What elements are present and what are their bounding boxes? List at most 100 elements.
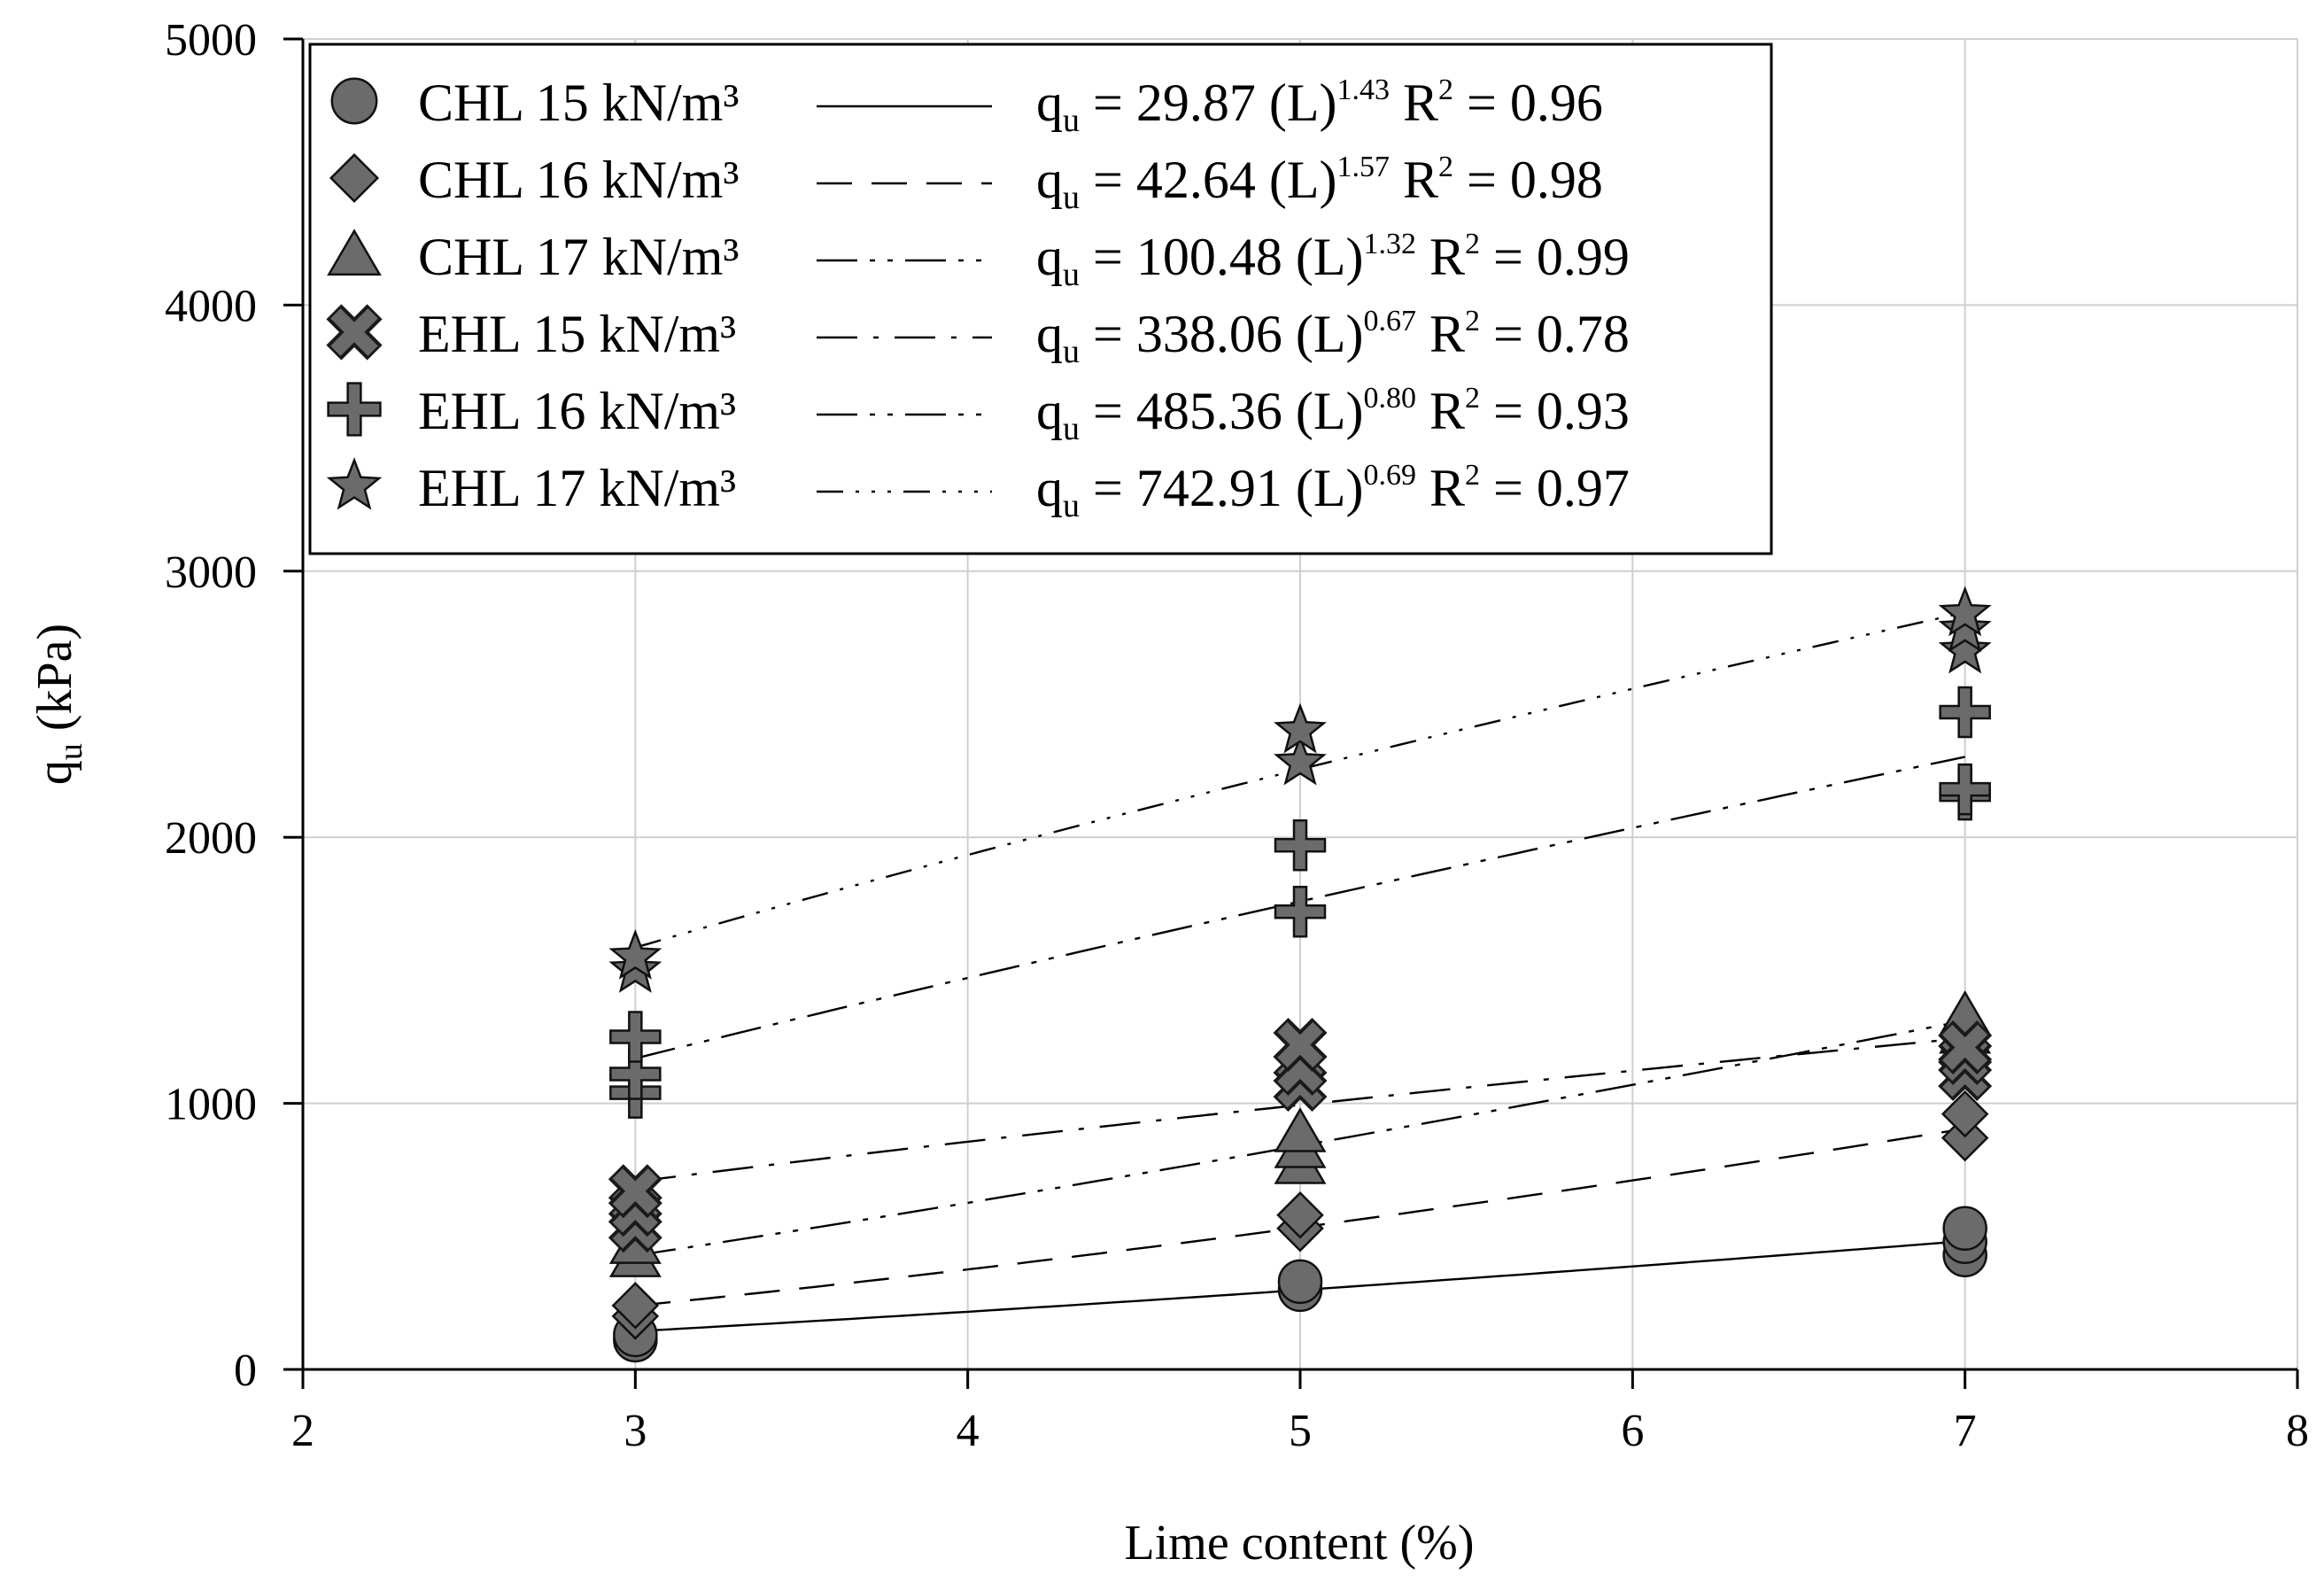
data-point-series-6 (1938, 601, 1992, 653)
legend-marker (330, 77, 378, 125)
x-marker-fill (1942, 1024, 1988, 1071)
data-point-series-5 (1274, 886, 1327, 938)
y-axis-title-sub: u (52, 743, 89, 760)
equation-sub: u (1063, 102, 1080, 139)
data-points (608, 586, 1993, 1363)
equation-var: q (1036, 228, 1063, 286)
y-axis-title-var: q (27, 760, 82, 785)
equation-coef: = 42.64 (L) (1080, 151, 1336, 209)
equation-sub: u (1063, 410, 1080, 447)
data-point-series-5 (609, 1011, 662, 1063)
data-point-series-6 (1938, 586, 1992, 637)
equation-r-label: R (1390, 74, 1438, 132)
x-tick-label: 8 (2286, 1406, 2309, 1456)
fit-line-series-6 (634, 611, 1965, 949)
legend-marker (326, 304, 383, 361)
legend-series-name: EHL 15 kN/m³ (418, 305, 736, 363)
data-point-series-5 (1939, 763, 1991, 816)
fit-line-series-4 (635, 1036, 1965, 1183)
data-point-series-6 (1274, 702, 1327, 754)
x-tick-label: 4 (957, 1406, 980, 1456)
equation-r-sup: 2 (1465, 228, 1480, 260)
legend-marker (326, 457, 383, 510)
data-point-series-4 (1938, 1020, 1993, 1075)
data-point-series-5 (1939, 686, 1991, 739)
equation-sub: u (1063, 333, 1080, 370)
legend: CHL 15 kN/m³ qu = 29.87 (L)1.43 R2 = 0.96… (308, 43, 1773, 555)
y-tick-label: 2000 (165, 813, 257, 864)
legend-marker (329, 152, 380, 204)
equation-coef: = 485.36 (L) (1080, 382, 1363, 440)
data-point-series-2 (1276, 1191, 1324, 1239)
x-tick-label: 3 (624, 1406, 647, 1456)
equation-exp: 0.69 (1363, 459, 1416, 492)
data-point-series-5 (1274, 818, 1327, 872)
data-point-series-2 (1941, 1090, 1989, 1138)
equation-exp: 0.67 (1363, 305, 1416, 337)
equation-r-label: R (1390, 151, 1438, 209)
equation-r2-value: = 0.93 (1480, 382, 1630, 440)
y-tick-label: 5000 (165, 15, 257, 66)
legend-row-5: EHL 16 kN/m³ qu = 485.36 (L)0.80 R2 = 0.9… (327, 382, 1630, 447)
equation-exp: 1.57 (1336, 151, 1390, 183)
equation-r2-value: = 0.98 (1453, 151, 1603, 209)
data-point-series-1 (1942, 1206, 1987, 1252)
data-point-series-6 (608, 928, 662, 980)
x-tick-label: 6 (1621, 1406, 1644, 1456)
legend-equation: qu = 338.06 (L)0.67 R2 = 0.78 (1036, 305, 1630, 370)
equation-coef: = 742.91 (L) (1080, 459, 1363, 517)
legend-series-name: CHL 15 kN/m³ (418, 74, 739, 132)
equation-r-sup: 2 (1438, 151, 1453, 183)
legend-series-name: CHL 16 kN/m³ (418, 151, 739, 209)
x-marker-fill (612, 1168, 658, 1214)
legend-row-1: CHL 15 kN/m³ qu = 29.87 (L)1.43 R2 = 0.96 (330, 74, 1603, 139)
data-point-series-2 (611, 1282, 660, 1330)
legend-row-3: CHL 17 kN/m³ qu = 100.48 (L)1.32 R2 = 0.9… (327, 228, 1630, 293)
equation-exp: 1.43 (1336, 74, 1390, 106)
legend-equation: qu = 42.64 (L)1.57 R2 = 0.98 (1036, 151, 1603, 216)
data-point-series-4 (608, 1164, 662, 1219)
equation-sub: u (1063, 179, 1080, 216)
equation-var: q (1036, 459, 1063, 517)
data-point-series-3 (1274, 1107, 1327, 1152)
data-point-series-4 (1273, 1018, 1328, 1072)
equation-r-label: R (1416, 305, 1465, 363)
legend-series-name: EHL 17 kN/m³ (418, 459, 736, 517)
equation-coef: = 29.87 (L) (1080, 74, 1336, 132)
data-point-series-6 (1274, 734, 1327, 786)
fit-line-series-5 (635, 756, 1965, 1060)
data-point-series-6 (1938, 623, 1992, 674)
legend-series-name: CHL 17 kN/m³ (418, 228, 739, 286)
legend-marker (327, 229, 382, 276)
legend-row-2: CHL 16 kN/m³ qu = 42.64 (L)1.57 R2 = 0.98 (329, 151, 1603, 216)
legend-series-name: EHL 16 kN/m³ (418, 382, 736, 440)
legend-marker (327, 382, 382, 437)
axes (283, 37, 2299, 1389)
equation-r2-value: = 0.96 (1453, 74, 1603, 132)
legend-equation: qu = 100.48 (L)1.32 R2 = 0.99 (1036, 228, 1630, 293)
equation-var: q (1036, 74, 1063, 132)
equation-var: q (1036, 305, 1063, 363)
x-tick-label: 5 (1289, 1406, 1312, 1456)
equation-r-label: R (1416, 459, 1465, 517)
equation-r-sup: 2 (1438, 74, 1453, 106)
legend-equation: qu = 742.91 (L)0.69 R2 = 0.97 (1036, 459, 1630, 524)
y-tick-label: 3000 (165, 547, 257, 598)
equation-sub: u (1063, 256, 1080, 293)
equation-r2-value: = 0.78 (1480, 305, 1630, 363)
legend-box (308, 43, 1773, 555)
equation-r-sup: 2 (1465, 459, 1480, 492)
legend-row-4: EHL 15 kN/m³ qu = 338.06 (L)0.67 R2 = 0.7… (326, 304, 1630, 370)
legend-row-6: EHL 17 kN/m³ qu = 742.91 (L)0.69 R2 = 0.9… (326, 457, 1630, 524)
equation-var: q (1036, 382, 1063, 440)
svg-text:qu (kPa): qu (kPa) (27, 624, 89, 785)
y-axis-title: qu (kPa) (27, 624, 89, 785)
equation-sub: u (1063, 487, 1080, 524)
data-point-series-5 (609, 1048, 662, 1100)
y-tick-label: 1000 (165, 1080, 257, 1130)
y-axis-title-unit: (kPa) (27, 624, 82, 731)
equation-exp: 0.80 (1363, 382, 1416, 415)
x-tick-label: 2 (291, 1406, 314, 1456)
equation-r-label: R (1416, 228, 1465, 286)
